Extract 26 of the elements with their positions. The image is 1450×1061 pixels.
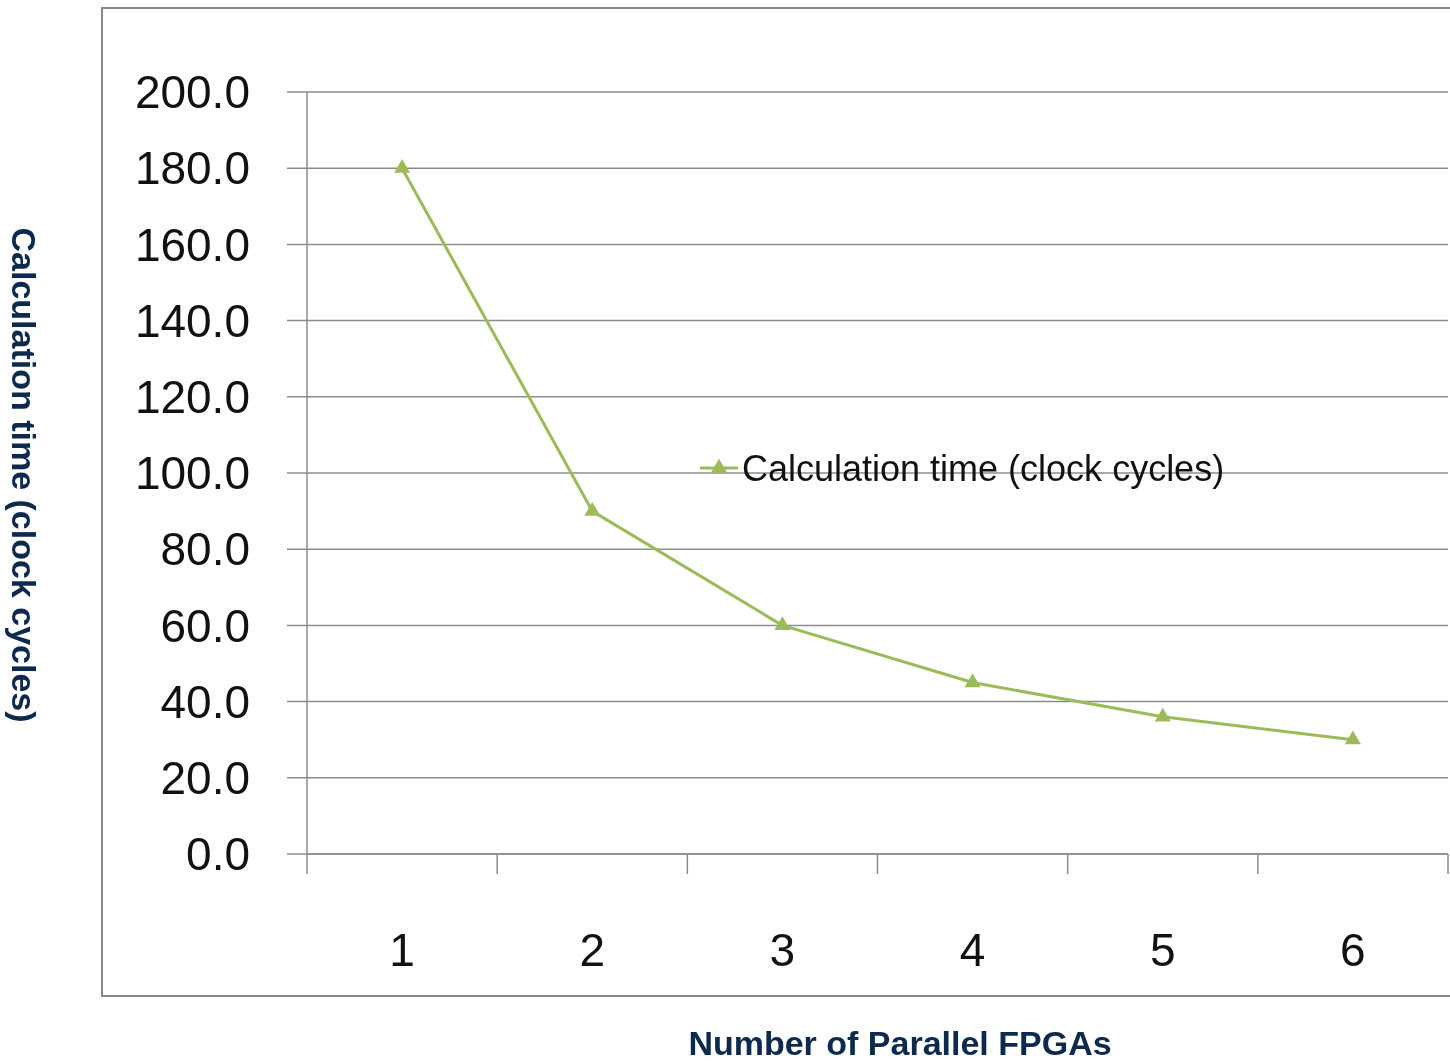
point bbox=[774, 616, 791, 630]
x-tick-label: 6 bbox=[1340, 924, 1366, 977]
x-tick-label: 1 bbox=[389, 924, 415, 977]
point bbox=[1154, 707, 1171, 722]
y-tick-label: 180.0 bbox=[134, 142, 250, 195]
y-tick-label: 20.0 bbox=[160, 751, 250, 804]
y-tick-label: 100.0 bbox=[134, 447, 250, 500]
y-tick-label: 200.0 bbox=[134, 66, 250, 119]
point bbox=[584, 501, 601, 516]
y-tick-label: 40.0 bbox=[160, 675, 250, 728]
legend-label: Calculation time (clock cycles) bbox=[742, 447, 1225, 489]
y-axis-title: Calculation time (clock cycles) bbox=[5, 227, 44, 723]
y-tick-label: 60.0 bbox=[160, 599, 250, 652]
point bbox=[394, 159, 411, 173]
y-tick-label: 160.0 bbox=[134, 218, 250, 271]
y-tick-label: 80.0 bbox=[160, 523, 250, 576]
x-tick-label: 2 bbox=[579, 924, 606, 977]
y-tick-label: 120.0 bbox=[134, 370, 250, 423]
y-tick-label: 140.0 bbox=[134, 294, 250, 347]
x-axis-title: Number of Parallel FPGAs bbox=[688, 1023, 1112, 1061]
x-tick-label: 4 bbox=[959, 924, 986, 977]
y-tick-label: 0.0 bbox=[186, 828, 250, 881]
x-tick-label: 3 bbox=[769, 924, 796, 977]
point bbox=[964, 673, 981, 688]
x-tick-label: 5 bbox=[1149, 924, 1176, 977]
point bbox=[1344, 730, 1361, 745]
